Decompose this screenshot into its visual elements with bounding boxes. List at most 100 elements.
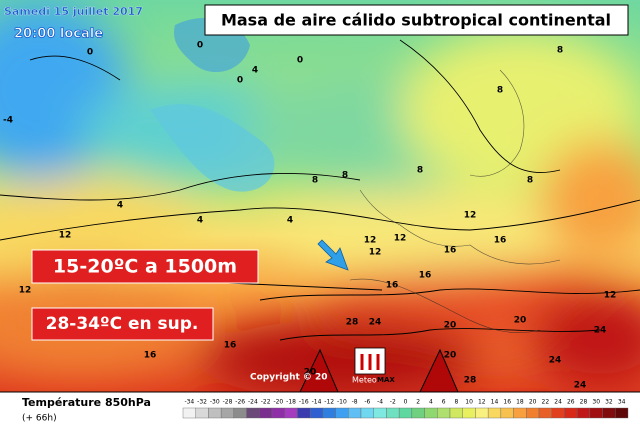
scale-label: 2 (416, 399, 420, 406)
scale-label: -2 (390, 399, 396, 406)
scale-swatch (220, 407, 235, 419)
annotation-box (31, 249, 259, 284)
scale-label: 14 (491, 399, 499, 406)
scale-label: -32 (197, 399, 207, 406)
scale-swatch (487, 407, 502, 419)
brand: Meteo (352, 376, 377, 385)
scale-label: -6 (364, 399, 370, 406)
scale-label: -22 (261, 399, 271, 406)
scale-swatch (449, 407, 463, 419)
scale-swatch (513, 407, 527, 419)
contour-label: 12 (19, 286, 32, 296)
scale-swatch (271, 407, 285, 419)
scale-swatch (208, 407, 222, 419)
scale-swatch (576, 407, 591, 419)
scale-swatch (246, 407, 260, 419)
scale-label: 22 (542, 399, 550, 406)
contour-label: 0 (87, 48, 93, 58)
scale-swatch (322, 407, 336, 419)
scale-label: 4 (429, 399, 433, 406)
contour-label: 8 (312, 176, 318, 186)
scale-swatch (538, 407, 552, 419)
scale-swatch (182, 407, 196, 419)
scale-label: -16 (299, 399, 309, 406)
contour-label: 8 (417, 166, 423, 176)
title: Masa de aire cálido subtropical continen… (221, 11, 611, 30)
scale-label: 0 (404, 399, 408, 406)
lead-time: (+ 66h) (22, 414, 57, 424)
scale-label: -20 (273, 399, 283, 406)
scale-swatch (297, 407, 311, 419)
scale-swatch (602, 407, 616, 419)
scale-swatch (259, 407, 273, 419)
title-box (204, 4, 629, 36)
contour-label: 16 (144, 351, 157, 361)
scale-swatch (233, 407, 247, 419)
scale-label: -34 (184, 399, 194, 406)
scale-label: -28 (223, 399, 233, 406)
scale-swatch (551, 407, 565, 419)
contour-label: -4 (3, 116, 13, 126)
contour-label: 12 (59, 231, 72, 241)
contour-label: 0 (237, 76, 243, 86)
date: Samedi 15 juillet 2017 (4, 5, 143, 18)
contour-label: 4 (117, 201, 123, 211)
scale-label: 12 (478, 399, 486, 406)
contour-label: 0 (197, 41, 203, 51)
contour-label: 24 (549, 356, 562, 366)
scale-swatch (411, 407, 425, 419)
scale-label: -8 (352, 399, 358, 406)
annotation: 28-34ºC en sup. (46, 314, 199, 334)
contour-label: 4 (287, 216, 293, 226)
scale-swatch (526, 407, 540, 419)
scale-swatch (360, 407, 374, 419)
scale-label: -18 (286, 399, 296, 406)
scale-label: 10 (465, 399, 473, 406)
contour-label: 24 (594, 326, 607, 336)
contour-label: 20 (444, 351, 457, 361)
scale-swatch (564, 407, 578, 419)
contour-label: 16 (419, 271, 432, 281)
contour-label: 20 (514, 316, 527, 326)
scale-label: 26 (567, 399, 575, 406)
scale-label: 18 (516, 399, 524, 406)
field-name: Température 850hPa (22, 396, 151, 409)
scale-label: 16 (503, 399, 511, 406)
color-scale: -34 -32 -30 -28 -26 -24 -22 -20 -18 -16 -14 -12 -10-… (182, 399, 629, 419)
contour-label: 8 (527, 176, 533, 186)
contour-label: 4 (252, 66, 258, 76)
scale-swatch (386, 407, 400, 419)
contour-label: 8 (557, 46, 563, 56)
contour-label: 16 (386, 281, 399, 291)
contour-label: 12 (364, 236, 377, 246)
scale-label: 28 (580, 399, 588, 406)
scale-label: 6 (442, 399, 446, 406)
contour-label: 16 (224, 341, 237, 351)
scale-label: 34 (618, 399, 626, 406)
contour-label: 24 (574, 381, 587, 391)
scale-label: 8 (454, 399, 458, 406)
contour-label: 28 (346, 318, 359, 328)
scale-label: 20 (529, 399, 537, 406)
scale-swatch (462, 407, 476, 419)
contour-label: 16 (444, 246, 457, 256)
contour-label: 20 (304, 368, 317, 378)
scale-label: -12 (324, 399, 334, 406)
contour-label: 4 (197, 216, 203, 226)
scale-label: 24 (554, 399, 562, 406)
contour-label: 12 (464, 211, 477, 221)
scale-label: 30 (592, 399, 600, 406)
scale-label: -14 (312, 399, 322, 406)
scale-swatch (348, 407, 362, 419)
scale-swatch (373, 407, 387, 419)
scale-swatch (589, 407, 603, 419)
scale-swatch (309, 407, 324, 419)
contour-label: 8 (497, 86, 503, 96)
scale-label: -4 (377, 399, 383, 406)
scale-swatch (615, 407, 629, 419)
copyright: Copyright © 20 (250, 373, 328, 383)
annotation: 15-20ºC a 1500m (53, 256, 237, 278)
scale-label: 32 (605, 399, 613, 406)
scale-swatch (500, 407, 514, 419)
